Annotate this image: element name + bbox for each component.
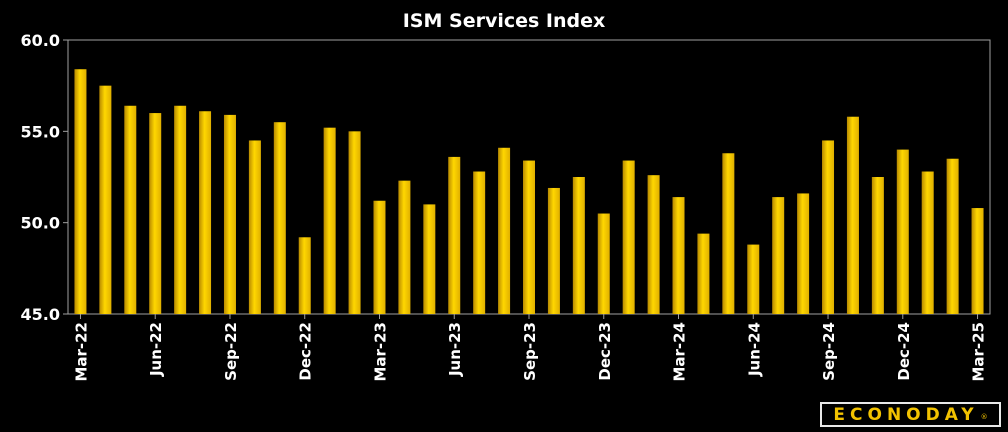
bar-Jun-22 [149,113,162,314]
bar-Aug-22 [199,111,212,315]
logo-text: ECONODAY [833,404,979,425]
bar-Mar-25 [971,208,984,314]
bar-Aug-23 [498,147,511,314]
bar-Nov-23 [572,177,585,314]
x-tick-label: Dec-22 [297,322,315,381]
y-tick-label: 60.0 [21,31,60,50]
bar-Dec-23 [597,213,610,314]
bar-Nov-22 [273,122,286,314]
bar-Jan-25 [921,171,934,314]
bar-Mar-24 [672,197,685,314]
x-tick-label: Mar-22 [72,322,90,382]
registered-mark: ® [980,413,988,421]
bar-Jul-23 [473,171,486,314]
bar-Oct-23 [547,187,560,314]
bar-Apr-24 [697,233,710,314]
bar-Feb-23 [348,131,361,314]
x-tick-label: Jun-23 [446,322,464,377]
y-tick-label: 45.0 [21,305,60,324]
bar-Apr-22 [99,85,112,315]
bar-Jun-23 [448,156,461,314]
bar-Sep-24 [822,140,835,314]
x-tick-label: Jun-22 [147,322,165,377]
bar-Jul-24 [772,197,785,314]
bar-Jan-23 [323,127,336,315]
x-tick-label: Mar-25 [970,322,988,382]
x-tick-label: Sep-23 [521,322,539,381]
bar-Jul-22 [174,105,187,314]
y-tick-label: 50.0 [21,214,60,233]
bar-May-23 [423,204,436,314]
bar-Sep-23 [523,160,535,314]
x-tick-label: Mar-24 [671,322,689,382]
bar-Nov-24 [871,177,884,314]
bar-Sep-22 [223,114,236,314]
bar-Dec-24 [896,149,909,314]
bar-Dec-22 [298,237,311,314]
x-tick-label: Dec-23 [596,322,614,381]
x-tick-label: Sep-22 [222,322,240,381]
bar-Oct-22 [248,140,261,314]
x-tick-label: Mar-23 [371,322,389,382]
bar-Feb-25 [946,158,959,314]
bar-Mar-22 [74,69,87,314]
bar-Mar-23 [373,200,386,314]
bar-May-22 [124,105,137,314]
chart-title: ISM Services Index [403,10,606,32]
x-tick-label: Jun-24 [745,322,763,377]
econoday-logo: ECONODAY ® [820,402,1001,427]
bar-Apr-23 [398,180,411,314]
bar-Jan-24 [622,160,635,314]
bar-Feb-24 [647,175,660,314]
x-tick-label: Sep-24 [820,322,838,381]
bar-Oct-24 [846,116,859,314]
bar-Aug-24 [797,193,810,314]
y-tick-label: 55.0 [21,122,60,141]
bar-May-24 [722,153,735,314]
bar-Jun-24 [747,244,760,314]
x-tick-label: Dec-24 [895,322,913,381]
